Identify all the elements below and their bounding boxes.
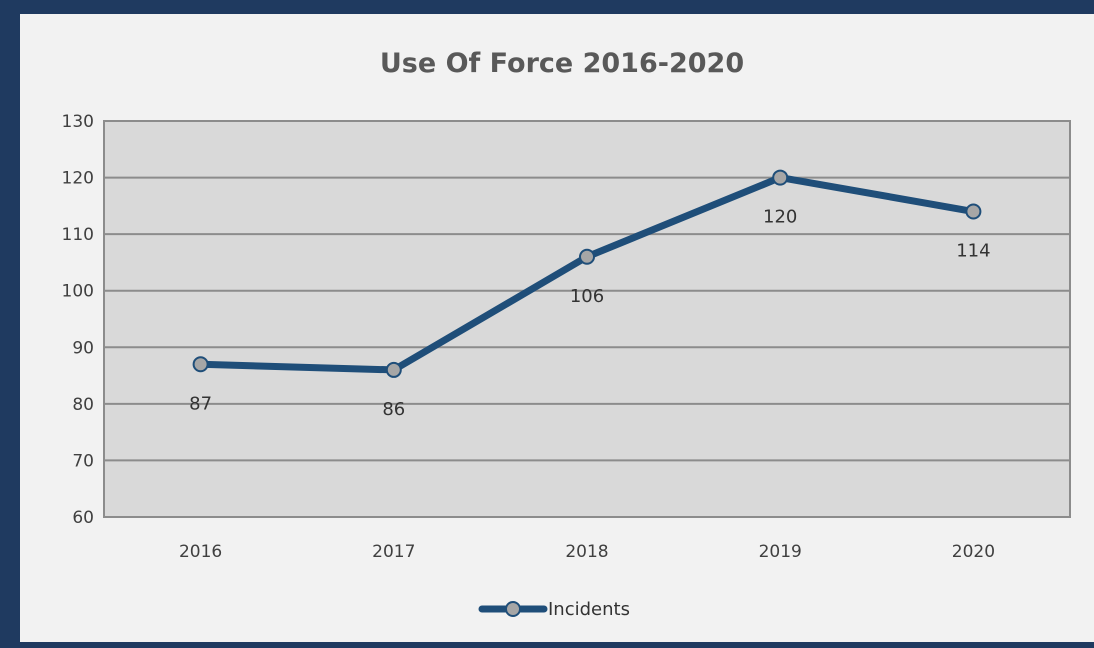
chart-panel: Use Of Force 2016-2020 60 70 80 90 100 110 120… [20,14,1094,642]
legend-label: Incidents [548,599,630,620]
y-tick-label: 60 [72,508,94,528]
data-point [192,356,209,373]
data-label: 86 [382,399,405,420]
x-tick-label: 2019 [759,542,802,562]
x-tick-label: 2018 [565,542,608,562]
y-tick-label: 80 [72,395,94,415]
data-point [772,169,789,186]
series-incidents [192,169,982,378]
data-label: 114 [956,241,990,262]
x-axis-ticks: 2016 2017 2018 2019 2020 [179,542,995,562]
y-tick-label: 130 [62,112,94,132]
data-label: 87 [189,393,212,414]
chart-title: Use Of Force 2016-2020 [380,48,744,79]
legend: Incidents [478,599,630,620]
line-chart: Use Of Force 2016-2020 60 70 80 90 100 110 120… [62,48,1071,620]
x-tick-label: 2016 [179,542,222,562]
data-label: 120 [763,207,797,228]
y-tick-label: 110 [62,225,94,245]
gridlines [104,176,1070,462]
y-tick-label: 100 [62,282,94,302]
legend-marker-swatch [505,601,521,617]
data-label: 106 [570,286,604,307]
x-tick-label: 2020 [952,542,995,562]
data-point [965,203,982,220]
data-point [385,361,402,378]
y-tick-label: 90 [72,338,94,358]
y-tick-label: 70 [72,451,94,471]
plot-area [103,120,1071,518]
data-labels: 87 86 106 120 114 [189,207,990,420]
x-tick-label: 2017 [372,542,415,562]
data-point [579,248,595,265]
y-axis-ticks: 60 70 80 90 100 110 120 130 [62,112,94,528]
y-tick-label: 120 [62,169,94,189]
